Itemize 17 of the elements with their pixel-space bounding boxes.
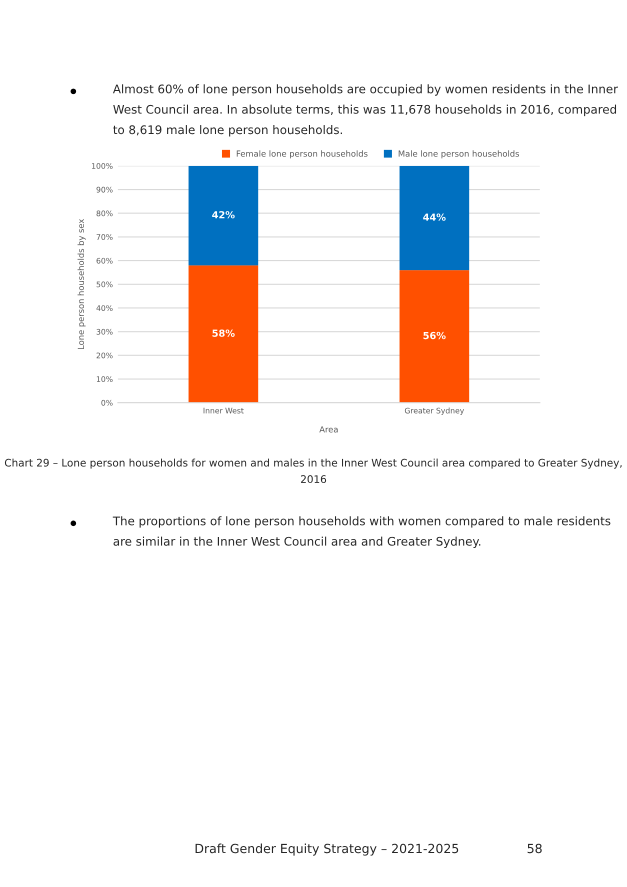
text: The proportions of lone person households with women compared to male residents are similar in the Inner West Council area and Greater Sydney.	[112, 516, 610, 548]
legend-label: Male lone person households	[398, 150, 520, 158]
bar	[188, 265, 258, 403]
caption: Chart 29 – Lone person households for women and males in the Inner West Council area compared to Greater Sydney, 2016	[4, 458, 622, 484]
data-label: 44%	[423, 213, 446, 221]
bar	[188, 166, 258, 266]
data-label: 56%	[423, 332, 446, 340]
bar	[400, 270, 470, 403]
y-axis-title: Lone person households by sex	[78, 219, 86, 350]
text: 58	[528, 844, 542, 854]
x-axis-title: Area	[319, 426, 338, 433]
text: Draft Gender Equity Strategy – 2021-2025	[196, 844, 458, 856]
data-label: 42%	[212, 211, 235, 218]
bar	[400, 166, 470, 270]
data-label: 58%	[212, 329, 235, 337]
text: Almost 60% of lone person households are occupied by women residents in the Inner West Council area. In absolute terms, this was 11,678 households in 2016, compared to 8,619 male lone person households.	[112, 84, 618, 136]
legend-label: Female lone person households	[236, 150, 368, 158]
